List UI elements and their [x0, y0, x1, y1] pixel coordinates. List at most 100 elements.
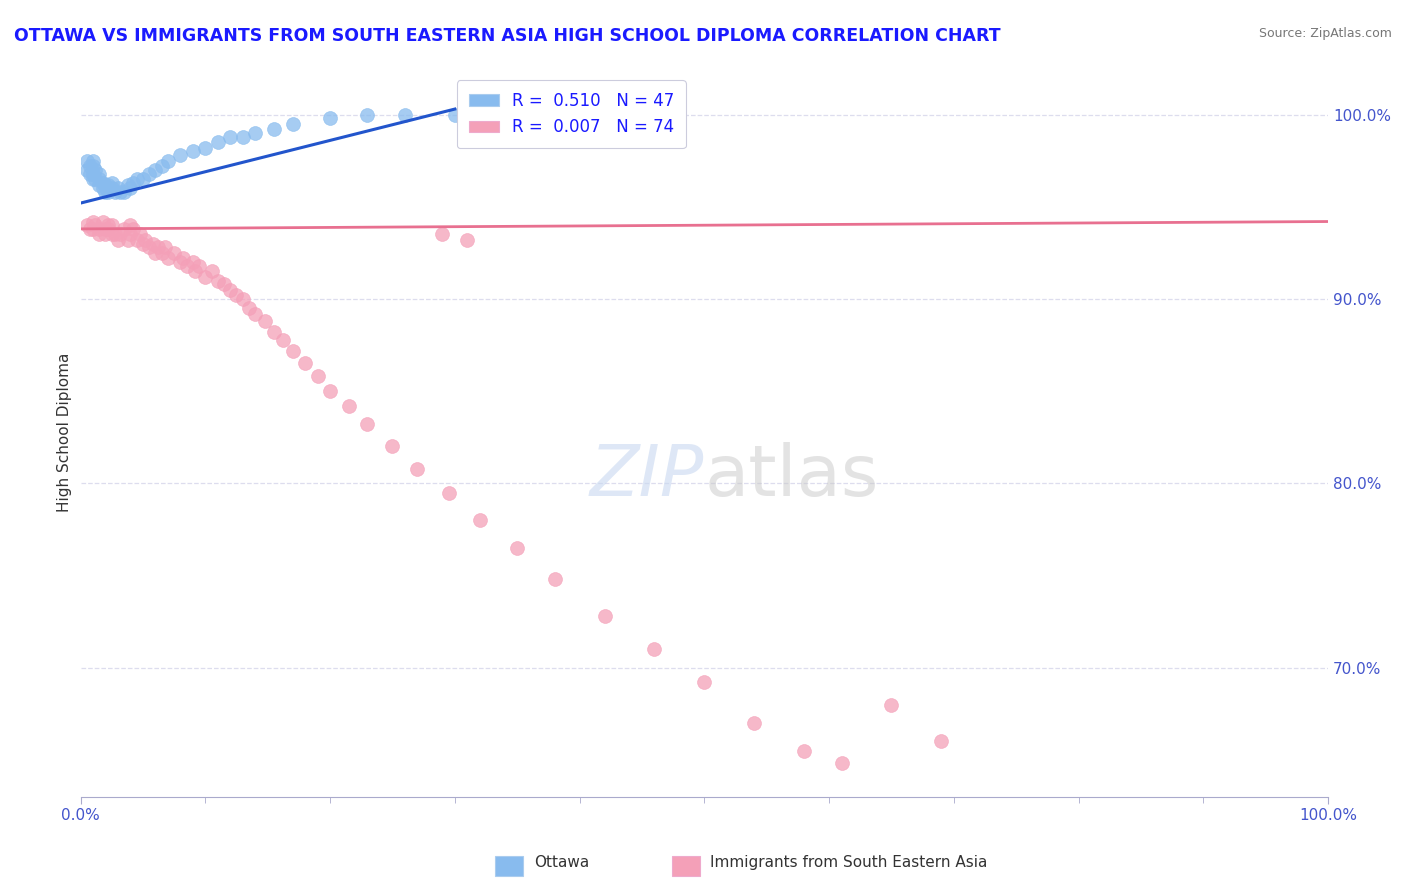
Point	[693, 675, 716, 690]
Point	[76, 153, 98, 168]
Point	[381, 439, 404, 453]
Point	[432, 227, 454, 242]
Text: Ottawa: Ottawa	[534, 855, 589, 870]
Point	[91, 214, 114, 228]
Point	[437, 485, 460, 500]
Point	[104, 185, 127, 199]
Point	[89, 227, 111, 242]
Point	[94, 178, 117, 192]
Point	[76, 162, 98, 177]
Point	[94, 227, 117, 242]
Point	[82, 167, 104, 181]
Point	[232, 292, 254, 306]
Point	[89, 178, 111, 192]
Point	[243, 126, 266, 140]
Point	[112, 222, 135, 236]
Point	[89, 222, 111, 236]
Point	[117, 233, 139, 247]
Point	[104, 227, 127, 242]
Point	[225, 288, 247, 302]
Point	[97, 178, 120, 192]
Point	[243, 307, 266, 321]
Point	[188, 259, 211, 273]
Point	[91, 181, 114, 195]
Point	[146, 240, 169, 254]
Point	[91, 176, 114, 190]
Point	[456, 233, 478, 247]
Point	[406, 461, 429, 475]
Point	[79, 167, 101, 181]
Point	[831, 756, 853, 771]
Point	[82, 153, 104, 168]
Point	[112, 185, 135, 199]
Point	[880, 698, 903, 712]
Point	[97, 185, 120, 199]
Point	[232, 129, 254, 144]
Point	[120, 218, 142, 232]
Point	[97, 218, 120, 232]
Point	[145, 245, 167, 260]
Point	[254, 314, 277, 328]
Text: atlas: atlas	[704, 442, 879, 511]
Point	[76, 218, 98, 232]
Point	[263, 325, 285, 339]
Point	[120, 227, 142, 242]
Point	[156, 252, 179, 266]
Point	[281, 343, 304, 358]
Point	[194, 269, 217, 284]
Point	[110, 185, 132, 199]
Point	[793, 743, 815, 757]
Point	[194, 141, 217, 155]
Point	[337, 399, 360, 413]
Point	[132, 236, 155, 251]
Legend: R =  0.510   N = 47, R =  0.007   N = 74: R = 0.510 N = 47, R = 0.007 N = 74	[457, 80, 686, 148]
Point	[110, 227, 132, 242]
Point	[100, 181, 122, 195]
Point	[271, 333, 294, 347]
Text: Immigrants from South Eastern Asia: Immigrants from South Eastern Asia	[710, 855, 987, 870]
Point	[176, 259, 198, 273]
Point	[134, 233, 156, 247]
Point	[82, 222, 104, 236]
Point	[219, 129, 242, 144]
Point	[82, 159, 104, 173]
Point	[263, 122, 285, 136]
Point	[356, 417, 378, 432]
Point	[169, 148, 191, 162]
Point	[742, 715, 765, 730]
Point	[120, 181, 142, 195]
Point	[138, 240, 160, 254]
Y-axis label: High School Diploma: High School Diploma	[58, 353, 72, 512]
Point	[172, 252, 194, 266]
Point	[238, 301, 260, 315]
Point	[138, 167, 160, 181]
Point	[207, 135, 229, 149]
Text: ZIP: ZIP	[591, 442, 704, 511]
Point	[643, 642, 665, 657]
Point	[145, 162, 167, 177]
Point	[89, 167, 111, 181]
Point	[150, 245, 173, 260]
Point	[125, 233, 148, 247]
Point	[84, 172, 107, 186]
Point	[79, 159, 101, 173]
Point	[281, 117, 304, 131]
Point	[94, 222, 117, 236]
Point	[122, 222, 145, 236]
Point	[468, 513, 491, 527]
Point	[82, 214, 104, 228]
Point	[207, 273, 229, 287]
Point	[97, 222, 120, 236]
Point	[184, 264, 207, 278]
Point	[122, 176, 145, 190]
Point	[593, 609, 616, 624]
Point	[181, 255, 204, 269]
Point	[394, 107, 416, 121]
Point	[84, 162, 107, 177]
Point	[79, 222, 101, 236]
Point	[94, 185, 117, 199]
Point	[163, 245, 186, 260]
Point	[100, 218, 122, 232]
Point	[107, 181, 129, 195]
Point	[142, 236, 165, 251]
